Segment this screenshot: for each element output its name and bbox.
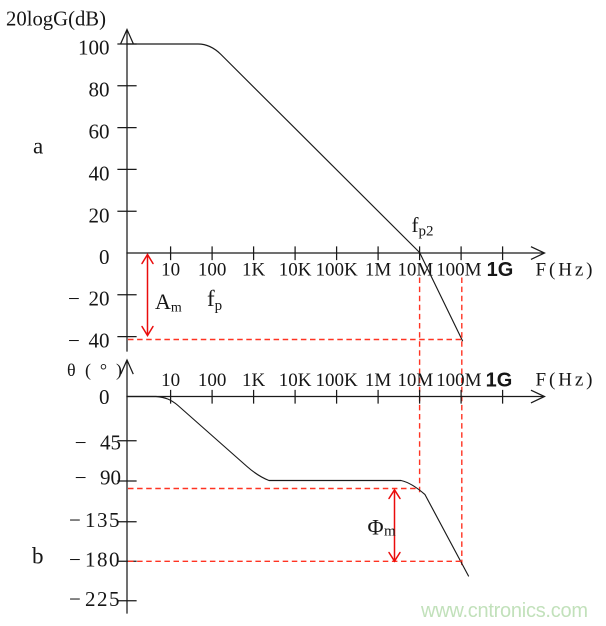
svg-text:1G: 1G: [486, 370, 513, 392]
svg-text:10K: 10K: [279, 370, 312, 391]
svg-text:90: 90: [100, 466, 121, 490]
svg-text:Am: Am: [155, 289, 182, 316]
svg-text:1K: 1K: [242, 370, 266, 391]
svg-text:fp: fp: [207, 286, 222, 314]
svg-text:1M: 1M: [365, 260, 392, 281]
svg-text:100: 100: [78, 36, 110, 60]
svg-text:10M: 10M: [397, 260, 433, 281]
svg-text:0: 0: [99, 245, 110, 269]
svg-text:www.cntronics.com: www.cntronics.com: [420, 600, 588, 622]
svg-text:F(Hz): F(Hz): [536, 370, 593, 391]
svg-text:−: −: [69, 548, 81, 572]
svg-text:(°): (°): [85, 360, 122, 381]
svg-text:F(Hz): F(Hz): [536, 260, 593, 281]
svg-text:1K: 1K: [242, 260, 266, 281]
svg-text:100: 100: [198, 370, 227, 391]
svg-text:100M: 100M: [436, 370, 482, 391]
svg-text:20: 20: [89, 203, 110, 227]
svg-text:10: 10: [161, 260, 180, 281]
svg-text:fp2: fp2: [412, 213, 434, 240]
svg-text:−: −: [69, 508, 81, 532]
svg-text:135: 135: [85, 508, 121, 532]
svg-text:100: 100: [198, 260, 227, 281]
svg-text:−: −: [68, 329, 80, 353]
svg-text:225: 225: [85, 587, 121, 611]
svg-text:100M: 100M: [436, 260, 482, 281]
svg-text:b: b: [32, 544, 44, 569]
svg-text:100K: 100K: [315, 370, 358, 391]
svg-text:80: 80: [89, 77, 110, 101]
svg-text:a: a: [33, 134, 43, 159]
svg-text:1G: 1G: [487, 259, 514, 281]
svg-text:20: 20: [89, 287, 110, 311]
svg-text:θ: θ: [67, 360, 76, 380]
svg-text:10K: 10K: [279, 260, 312, 281]
svg-text:m: m: [384, 524, 396, 540]
svg-text:−: −: [75, 466, 87, 490]
svg-text:−: −: [75, 431, 87, 455]
svg-text:Φ: Φ: [368, 515, 384, 540]
svg-text:40: 40: [89, 329, 110, 353]
svg-text:−: −: [68, 287, 80, 311]
svg-text:45: 45: [100, 431, 121, 455]
svg-text:180: 180: [85, 548, 121, 572]
svg-text:10M: 10M: [397, 370, 433, 391]
svg-text:1M: 1M: [365, 370, 392, 391]
svg-text:40: 40: [89, 161, 110, 185]
svg-text:0: 0: [99, 385, 110, 409]
svg-text:−: −: [69, 587, 81, 611]
svg-text:20logG(dB): 20logG(dB): [6, 7, 106, 31]
svg-text:100K: 100K: [315, 260, 358, 281]
svg-text:10: 10: [161, 370, 180, 391]
svg-text:60: 60: [89, 119, 110, 143]
